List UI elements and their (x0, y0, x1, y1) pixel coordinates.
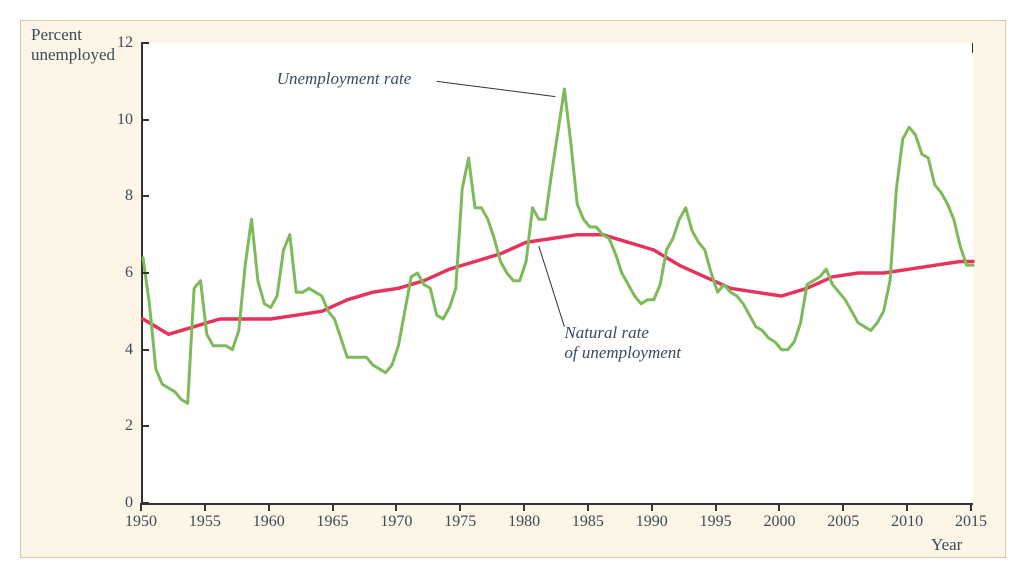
x-tick (906, 503, 908, 511)
series-svg (143, 43, 973, 503)
chart-container: Percent unemployed Unemployment rate Natu… (20, 20, 1006, 558)
x-tick (651, 503, 653, 511)
x-axis-title: Year (931, 535, 962, 555)
x-tick-label: 2010 (891, 513, 923, 531)
x-tick-label: 1960 (253, 513, 285, 531)
x-tick-label: 1995 (700, 513, 732, 531)
unemployment-rate-line (143, 89, 973, 403)
x-tick (778, 503, 780, 511)
y-tick (141, 119, 149, 121)
x-tick-label: 1965 (317, 513, 349, 531)
y-tick (141, 349, 149, 351)
y-tick-label: 12 (107, 34, 133, 52)
y-tick (141, 272, 149, 274)
x-tick (523, 503, 525, 511)
x-tick-label: 1975 (444, 513, 476, 531)
y-tick-label: 4 (107, 341, 133, 359)
plot-area: Unemployment rate Natural rateof unemploy… (141, 43, 973, 505)
x-tick (587, 503, 589, 511)
y-tick (141, 502, 149, 504)
natural-rate-line (143, 235, 973, 335)
x-tick-label: 1950 (125, 513, 157, 531)
x-tick-label: 1970 (380, 513, 412, 531)
y-axis-title-line2: unemployed (31, 45, 115, 64)
x-tick-label: 1985 (572, 513, 604, 531)
x-tick (268, 503, 270, 511)
natural-rate-annotation: Natural rateof unemployment (564, 323, 681, 363)
natural-rate-annotation-pointer (539, 246, 565, 326)
y-tick-label: 2 (107, 417, 133, 435)
y-tick-label: 10 (107, 111, 133, 129)
x-tick (204, 503, 206, 511)
x-tick (842, 503, 844, 511)
x-tick (715, 503, 717, 511)
x-tick (332, 503, 334, 511)
y-axis-title-line1: Percent (31, 25, 82, 44)
plot-corner-tick (972, 43, 973, 53)
x-tick (395, 503, 397, 511)
y-tick-label: 0 (107, 494, 133, 512)
x-tick-label: 1990 (636, 513, 668, 531)
x-tick-label: 2005 (827, 513, 859, 531)
x-tick (970, 503, 972, 511)
x-tick-label: 1955 (189, 513, 221, 531)
y-tick (141, 195, 149, 197)
unemployment-annotation-pointer (437, 81, 556, 96)
y-tick-label: 6 (107, 264, 133, 282)
unemployment-annotation: Unemployment rate (277, 69, 412, 89)
x-tick-label: 2000 (763, 513, 795, 531)
y-tick (141, 42, 149, 44)
x-axis-title-text: Year (931, 535, 962, 554)
y-tick-label: 8 (107, 187, 133, 205)
y-axis-title: Percent unemployed (31, 25, 115, 66)
y-tick (141, 425, 149, 427)
x-tick-label: 1980 (508, 513, 540, 531)
x-tick-label: 2015 (955, 513, 987, 531)
x-tick (140, 503, 142, 511)
x-tick (459, 503, 461, 511)
